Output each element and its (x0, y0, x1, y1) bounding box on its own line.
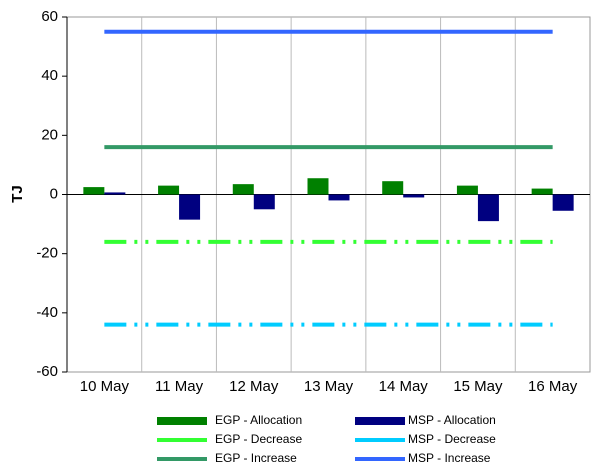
bar (307, 178, 329, 195)
y-tick-label: 20 (41, 126, 58, 143)
legend-label: MSP - Decrease (408, 432, 496, 446)
bar (456, 185, 478, 195)
bar (158, 185, 180, 195)
y-tick-label: 60 (41, 8, 58, 25)
bar (531, 188, 553, 195)
x-tick-label: 16 May (528, 378, 578, 395)
x-tick-label: 14 May (379, 378, 429, 395)
bar (328, 194, 350, 201)
legend-label: MSP - Allocation (408, 413, 496, 427)
y-tick-label: 40 (41, 67, 58, 84)
x-tick-label: 12 May (229, 378, 279, 395)
y-tick-label: 0 (50, 185, 58, 202)
y-tick-label: -20 (36, 245, 58, 262)
bar (83, 187, 105, 195)
bar (477, 194, 499, 222)
legend-label: EGP - Decrease (215, 432, 302, 446)
x-tick-label: 15 May (453, 378, 503, 395)
y-tick-label: -60 (36, 363, 58, 380)
bar (253, 194, 275, 210)
legend-label: MSP - Increase (408, 451, 491, 465)
legend-label: EGP - Increase (215, 451, 297, 465)
bar (179, 194, 201, 220)
legend-swatch (157, 417, 207, 425)
bar (232, 184, 254, 195)
bar (104, 192, 126, 195)
x-tick-label: 13 May (304, 378, 354, 395)
y-tick-label: -40 (36, 304, 58, 321)
bar (382, 181, 404, 195)
x-tick-label: 11 May (155, 378, 204, 395)
bar (403, 194, 425, 198)
x-tick-label: 10 May (80, 378, 130, 395)
legend-swatch (355, 417, 405, 425)
y-axis-label: TJ (9, 185, 26, 203)
bar (552, 194, 574, 211)
legend-label: EGP - Allocation (215, 413, 302, 427)
